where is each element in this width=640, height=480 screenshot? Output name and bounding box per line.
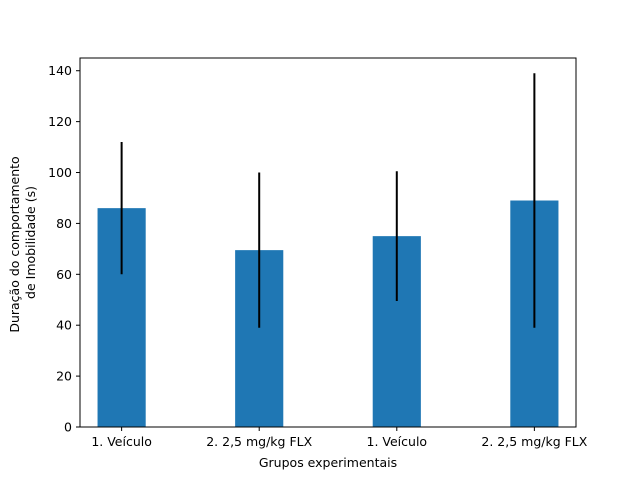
x-axis-ticks: 1. Veículo 2. 2,5 mg/kg FLX 1. Veículo 2. 2… [91,427,588,449]
y-tick-label-20: 20 [56,369,72,384]
y-tick-label-80: 80 [56,216,72,231]
x-tick-label-3: 1. Veículo [367,434,428,449]
x-tick-label-2: 2. 2,5 mg/kg FLX [206,434,312,449]
x-tick-label-1: 1. Veículo [91,434,152,449]
y-tick-label-140: 140 [48,63,72,78]
y-tick-label-40: 40 [56,318,72,333]
y-axis-label: Duração do comportamento de Imobilidade … [7,152,38,332]
x-tick-label-4: 2. 2,5 mg/kg FLX [481,434,587,449]
y-tick-label-60: 60 [56,267,72,282]
y-axis-label-line-1: Duração do comportamento [7,156,22,332]
plot-frame [79,57,577,428]
x-axis-label: Grupos experimentais [259,455,397,470]
y-axis-label-line-2: de Imobilidade (s) [23,186,38,299]
y-tick-label-120: 120 [48,114,72,129]
y-tick-label-0: 0 [64,420,72,435]
bars-group [97,200,559,427]
y-tick-label-100: 100 [48,165,72,180]
error-bars-group [120,73,536,328]
y-axis-ticks: 0 20 40 60 80 100 120 140 [48,63,80,435]
